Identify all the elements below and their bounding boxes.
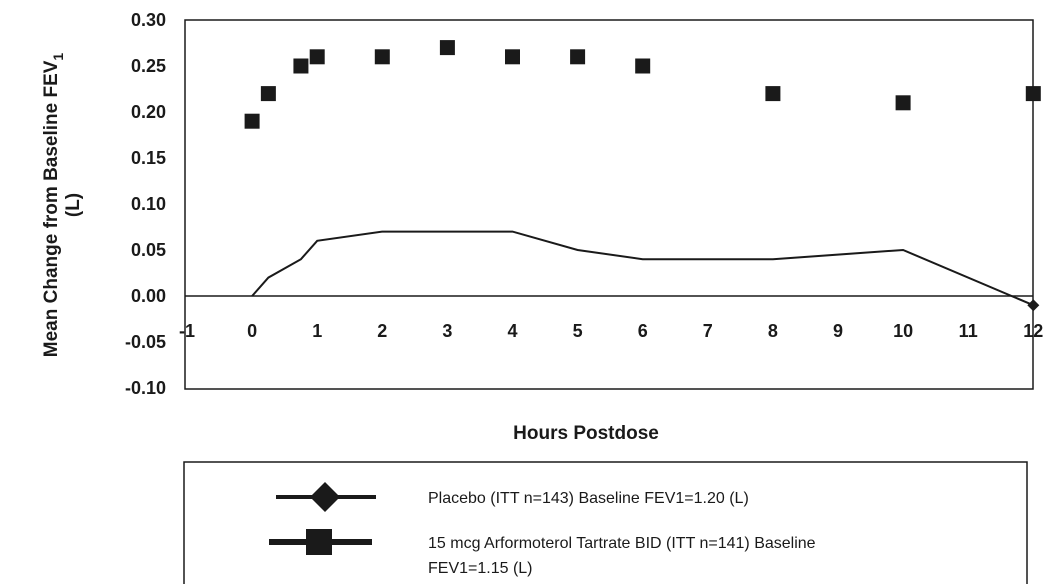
x-tick-label: 10 xyxy=(893,321,913,341)
series-1-point xyxy=(244,113,260,129)
x-axis-title: Hours Postdose xyxy=(513,423,659,444)
x-tick-label: 3 xyxy=(442,321,452,341)
y-axis-title-unit: (L) xyxy=(63,193,84,217)
series-layer xyxy=(244,40,1041,312)
x-tick-label: 11 xyxy=(959,321,978,341)
y-tick-label: 0.30 xyxy=(131,10,166,30)
legend-arformoterol-label: 15 mcg Arformoterol Tartrate BID (ITT n=… xyxy=(428,535,820,577)
legend-arformoterol-square-marker xyxy=(306,529,332,555)
x-tick-label: 12 xyxy=(1023,321,1043,341)
series-1-point xyxy=(309,49,325,65)
x-tick-label: 7 xyxy=(703,321,713,341)
series-1-point xyxy=(439,40,455,56)
y-tick-label: -0.05 xyxy=(125,332,166,352)
series-1-point xyxy=(1025,86,1041,102)
series-1-point xyxy=(374,49,390,65)
plot-area xyxy=(184,19,1034,390)
y-tick-label: 0.25 xyxy=(131,56,166,76)
x-tick-label: 4 xyxy=(507,321,517,341)
series-1-point xyxy=(895,95,911,111)
x-tick-label: -1 xyxy=(179,321,195,341)
legend-item-placebo: Placebo (ITT n=143) Baseline FEV1=1.20 (… xyxy=(276,482,749,512)
series-1-point xyxy=(635,58,651,74)
x-tick-label: 0 xyxy=(247,321,257,341)
x-tick-label: 8 xyxy=(768,321,778,341)
legend-arformoterol-label-line1: 15 mcg Arformoterol Tartrate BID (ITT n=… xyxy=(428,535,816,552)
x-tick-label: 9 xyxy=(833,321,843,341)
series-1-point xyxy=(293,58,309,74)
series-1-point xyxy=(505,49,520,65)
legend-placebo-diamond-marker xyxy=(310,482,340,512)
y-tick-label: 0.10 xyxy=(131,194,166,214)
y-axis-title-subscript: 1 xyxy=(50,53,66,61)
series-0-point xyxy=(1027,299,1040,312)
y-tick-label: 0.00 xyxy=(131,286,166,306)
legend-placebo-label: Placebo (ITT n=143) Baseline FEV1=1.20 (… xyxy=(428,490,749,507)
y-tick-label: 0.05 xyxy=(131,240,166,260)
series-1-point xyxy=(570,49,586,65)
legend-arformoterol-label-line2: FEV1=1.15 (L) xyxy=(428,560,533,577)
x-tick-label: 6 xyxy=(638,321,648,341)
y-axis-title-main: Mean Change from Baseline FEV xyxy=(41,60,62,357)
y-tick-label: 0.20 xyxy=(131,102,166,122)
series-0-line xyxy=(251,230,1034,307)
x-tick-labels: -1 0 1 2 3 4 5 6 7 8 9 10 11 12 xyxy=(179,321,1043,341)
legend-box xyxy=(183,461,1028,584)
y-axis-title: Mean Change from Baseline FEV1 xyxy=(41,53,66,358)
x-tick-label: 2 xyxy=(377,321,387,341)
x-tick-label: 1 xyxy=(312,321,322,341)
y-tick-label: 0.15 xyxy=(131,148,166,168)
x-tick-label: 5 xyxy=(573,321,583,341)
series-1-point xyxy=(765,86,781,102)
legend-item-arformoterol: 15 mcg Arformoterol Tartrate BID (ITT n=… xyxy=(269,529,820,577)
series-1-point xyxy=(260,86,276,102)
y-tick-labels: 0.30 0.25 0.20 0.15 0.10 0.05 0.00 -0.05 -0.10 xyxy=(125,10,166,398)
y-tick-label: -0.10 xyxy=(125,378,166,398)
